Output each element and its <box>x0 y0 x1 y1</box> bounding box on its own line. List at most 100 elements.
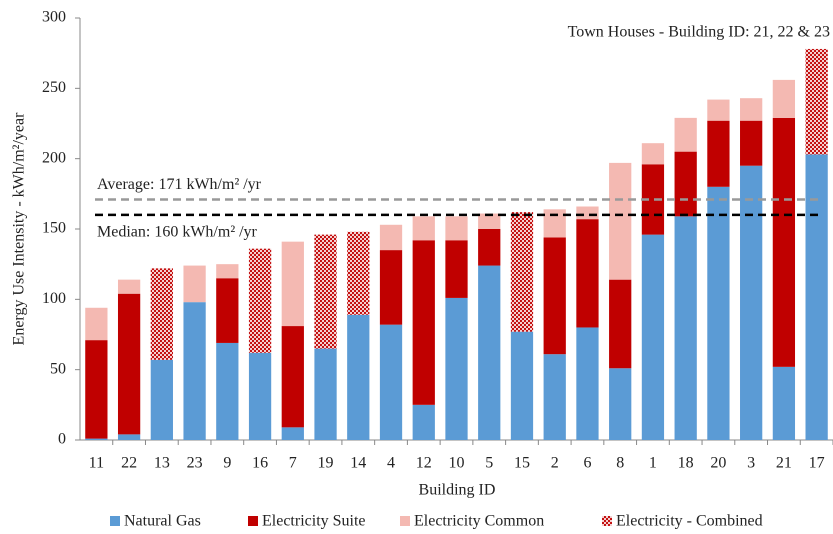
bar-segment <box>543 354 566 440</box>
legend-label: Electricity Suite <box>262 513 366 530</box>
annotation: Town Houses - Building ID: 21, 22 & 23 <box>568 24 830 41</box>
legend-swatch <box>602 516 612 526</box>
bar-segment <box>150 268 173 360</box>
y-tick-label: 0 <box>58 431 66 448</box>
bar-segment <box>576 327 599 440</box>
legend-label: Natural Gas <box>124 513 201 530</box>
bar-segment <box>445 297 468 440</box>
bar-segment <box>183 302 206 440</box>
bar-segment <box>609 162 632 280</box>
bar-segment <box>445 240 468 298</box>
bar-segment <box>85 307 108 341</box>
bar-segment <box>281 326 304 428</box>
x-tick-label: 8 <box>616 455 624 472</box>
x-tick-label: 13 <box>154 455 170 472</box>
bar-segment <box>674 151 697 217</box>
bar-segment <box>117 434 141 440</box>
bar-segment <box>740 98 763 121</box>
bar-segment <box>412 404 435 440</box>
bar-segment <box>707 99 730 121</box>
bar-segment <box>117 293 141 435</box>
bar-segment <box>478 265 501 440</box>
bar-segment <box>248 248 272 353</box>
bar-segment <box>805 48 828 155</box>
bar-segment <box>412 216 435 241</box>
bar-segment <box>150 359 173 440</box>
x-tick-label: 14 <box>350 455 366 472</box>
bar-segment <box>478 213 501 229</box>
bar-segment <box>379 224 403 251</box>
bar-segment <box>510 331 534 440</box>
y-tick-label: 300 <box>42 9 66 26</box>
x-tick-label: 7 <box>289 455 297 472</box>
x-tick-label: 5 <box>485 455 493 472</box>
bar-segment <box>576 206 599 220</box>
bar-segment <box>379 250 403 325</box>
bar-segment <box>281 241 304 327</box>
bar-segment <box>772 117 796 367</box>
bar-segment <box>707 120 730 187</box>
x-tick-label: 9 <box>223 455 231 472</box>
x-tick-label: 1 <box>649 455 657 472</box>
legend-swatch <box>248 516 258 526</box>
legend-label: Electricity Common <box>414 513 544 530</box>
reference-label: Average: 171 kWh/m² /yr <box>97 176 262 193</box>
bar-segment <box>707 186 730 440</box>
x-tick-label: 18 <box>678 455 694 472</box>
bar-segment <box>674 117 697 152</box>
bar-segment <box>641 234 665 440</box>
bar-segment <box>216 342 239 440</box>
x-tick-label: 2 <box>551 455 559 472</box>
x-tick-label: 17 <box>809 455 825 472</box>
x-tick-label: 22 <box>121 455 137 472</box>
bar-segment <box>445 216 468 241</box>
bar-segment <box>674 216 697 440</box>
legend-swatch <box>110 516 120 526</box>
x-tick-label: 20 <box>710 455 726 472</box>
bar-segment <box>576 219 599 328</box>
bar-segment <box>379 324 403 440</box>
x-tick-label: 10 <box>449 455 465 472</box>
x-tick-label: 11 <box>89 455 104 472</box>
bar-segment <box>85 340 108 439</box>
x-tick-label: 15 <box>514 455 530 472</box>
x-axis-title: Building ID <box>419 482 496 499</box>
bar-segment <box>347 231 370 315</box>
y-tick-label: 150 <box>42 220 66 237</box>
bar-segment <box>510 212 534 332</box>
bar-segment <box>641 143 665 165</box>
bar-segment <box>183 265 206 303</box>
bar-segment <box>609 368 632 440</box>
y-tick-label: 50 <box>50 360 66 377</box>
x-tick-label: 23 <box>187 455 203 472</box>
x-tick-label: 16 <box>252 455 268 472</box>
bar-segment <box>772 79 796 118</box>
x-tick-label: 6 <box>583 455 591 472</box>
y-tick-label: 100 <box>42 290 66 307</box>
bar-segment <box>543 209 566 238</box>
bar-segment <box>347 314 370 440</box>
legend-swatch <box>400 516 410 526</box>
bar-segment <box>85 438 108 440</box>
bar-segment <box>248 352 272 440</box>
bar-segment <box>740 165 763 440</box>
bar-segment <box>641 164 665 235</box>
bar-segment <box>314 348 337 440</box>
x-tick-label: 3 <box>747 455 755 472</box>
bar-segment <box>740 120 763 166</box>
bar-segment <box>314 234 337 349</box>
reference-label: Median: 160 kWh/m² /yr <box>97 224 258 241</box>
y-tick-label: 200 <box>42 149 66 166</box>
y-tick-label: 250 <box>42 79 66 96</box>
bar-segment <box>281 427 304 440</box>
bar-segment <box>772 366 796 440</box>
bar-segment <box>609 279 632 369</box>
bar-segment <box>543 237 566 355</box>
legend-label: Electricity - Combined <box>616 513 763 530</box>
x-tick-label: 4 <box>387 455 395 472</box>
x-tick-label: 19 <box>318 455 334 472</box>
bar-segment <box>117 279 141 294</box>
bar-segment <box>478 229 501 266</box>
bar-segment <box>412 240 435 405</box>
